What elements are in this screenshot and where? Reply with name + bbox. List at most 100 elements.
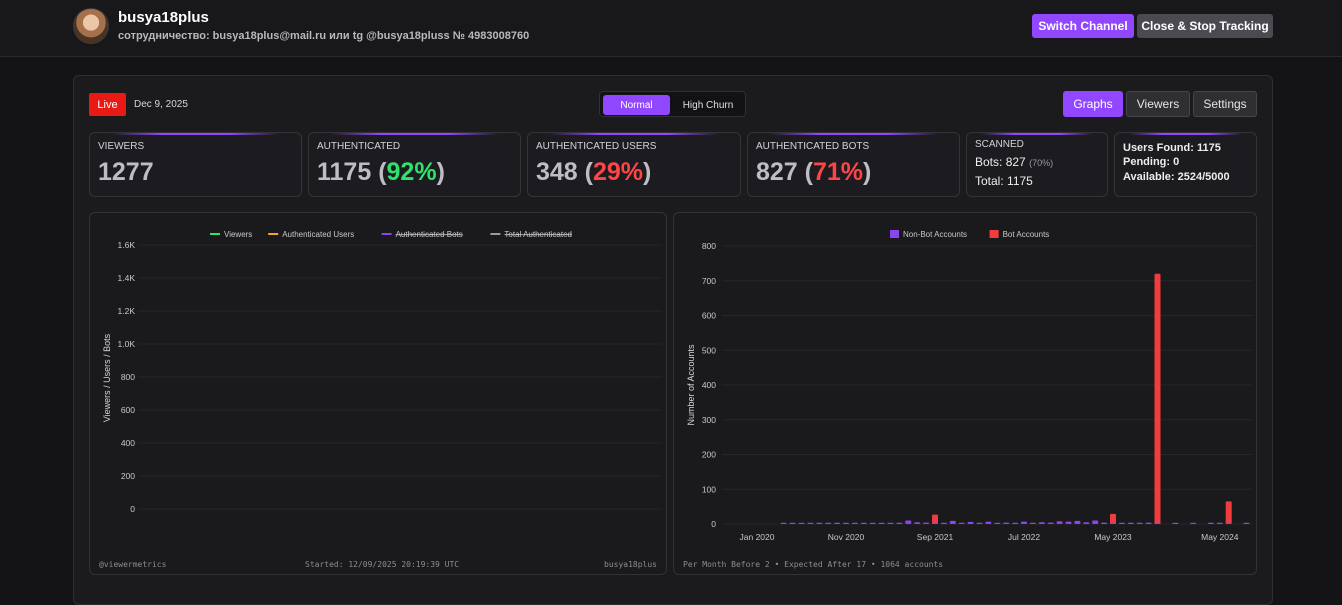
y-axis-label: Number of Accounts (686, 344, 696, 426)
non-bot-accounts-bar (825, 522, 832, 524)
viewers-label: Viewers (98, 141, 145, 152)
non-bot-accounts-bar (1145, 522, 1152, 524)
avatar (73, 8, 109, 44)
switch-channel-button[interactable]: Switch Channel (1032, 14, 1134, 38)
authenticated-close-paren: ) (436, 158, 445, 186)
close-stop-tracking-button[interactable]: Close & Stop Tracking (1137, 14, 1273, 38)
tab-settings[interactable]: Settings (1193, 91, 1257, 117)
non-bot-accounts-bar (985, 521, 992, 524)
accounts-chart-panel: 800 700 600 500 400 300 200 100 0 Number of Accou… (673, 212, 1257, 575)
authenticated-open-paren: ( (371, 158, 387, 186)
y-tick-label: 400 (121, 438, 135, 448)
authenticated-value: 1175 (92%) (317, 158, 445, 187)
auth-users-card: Authenticated Users 348 (29%) (527, 132, 741, 197)
non-bot-accounts-bar (1092, 520, 1099, 524)
legend-label: Bot Accounts (1003, 230, 1050, 239)
non-bot-accounts-bar (1207, 522, 1214, 524)
top-bar: busya18plus сотрудничество: busya18plus@… (0, 0, 1342, 57)
chart-footer-started: Started: 12/09/2025 20:19:39 UTC (305, 560, 460, 569)
scanned-total: Total: 1175 (975, 174, 1033, 188)
non-bot-accounts-bar (843, 522, 849, 524)
y-tick-label: 800 (702, 241, 716, 251)
x-tick-label: Jan 2020 (740, 532, 775, 542)
bot-accounts-bar (1110, 513, 1116, 524)
x-tick-label: Nov 2020 (828, 532, 865, 542)
users-pending: Pending: 0 (1123, 156, 1180, 168)
non-bot-accounts-bar (851, 522, 858, 524)
non-bot-accounts-bar (932, 522, 938, 524)
auth-users-count: 348 (536, 158, 578, 186)
non-bot-accounts-bar (1003, 522, 1010, 524)
legend-swatch (989, 230, 999, 238)
y-tick-label: 1.2K (118, 306, 136, 316)
scanned-total-label: Total: (975, 174, 1004, 188)
mode-high-churn-button[interactable]: High Churn (682, 99, 734, 111)
y-tick-label: 1.6K (118, 240, 136, 250)
bot-accounts-bar (1225, 501, 1232, 524)
viewers-chart-panel: 1.6K 1.4K 1.2K 1.0K 800 600 400 200 0 Viewers / U… (89, 212, 667, 575)
x-tick-label: Sep 2021 (917, 532, 954, 542)
non-bot-accounts-bar (1065, 521, 1072, 524)
non-bot-accounts-bar (807, 522, 814, 524)
non-bot-accounts-bar (914, 522, 921, 524)
auth-bots-value: 827 (71%) (756, 158, 871, 187)
non-bot-accounts-bar (994, 522, 1001, 524)
live-badge: Live (89, 93, 126, 116)
users-found: Users Found: 1175 (1123, 142, 1221, 154)
legend-label: Viewers (224, 230, 252, 239)
x-tick-label: May 2023 (1094, 532, 1132, 542)
x-tick-label: Jul 2022 (1008, 532, 1040, 542)
y-tick-label: 200 (702, 450, 716, 460)
y-tick-label: 400 (702, 380, 716, 390)
mode-normal-button[interactable]: Normal (603, 95, 670, 115)
y-tick-label: 300 (702, 415, 716, 425)
auth-bots-label: Authenticated Bots (756, 141, 870, 152)
non-bot-accounts-bar (1172, 522, 1179, 524)
date-label: Dec 9, 2025 (134, 99, 188, 110)
auth-bots-close-paren: ) (863, 158, 872, 186)
non-bot-accounts-bar (949, 520, 956, 524)
non-bot-accounts-bar (1083, 522, 1090, 524)
y-tick-label: 600 (121, 405, 135, 415)
tab-viewers[interactable]: Viewers (1126, 91, 1190, 117)
scanned-bots-percent: (70%) (1029, 158, 1054, 168)
legend-label: Authenticated Users (282, 230, 354, 239)
tab-graphs[interactable]: Graphs (1063, 91, 1123, 117)
non-bot-accounts-bar (860, 522, 867, 524)
x-tick-label: May 2024 (1201, 532, 1239, 542)
users-available: Available: 2524/5000 (1123, 171, 1230, 183)
auth-bots-percent: 71% (813, 158, 864, 186)
y-tick-label: 100 (702, 484, 716, 494)
non-bot-accounts-bar (958, 522, 965, 524)
non-bot-accounts-bar (1118, 522, 1125, 524)
non-bot-accounts-bar (1190, 522, 1197, 524)
non-bot-accounts-bar (834, 522, 841, 524)
auth-users-value: 348 (29%) (536, 158, 651, 187)
non-bot-accounts-bar (923, 522, 930, 524)
legend-label: Authenticated Bots (396, 230, 463, 239)
legend-label: Total Authenticated (504, 230, 572, 239)
auth-users-percent: 29% (593, 158, 644, 186)
non-bot-accounts-bar (1012, 522, 1019, 524)
legend-swatch (890, 230, 899, 238)
non-bot-accounts-bar (905, 520, 912, 524)
auth-users-close-paren: ) (643, 158, 652, 186)
viewers-line-chart: 1.6K 1.4K 1.2K 1.0K 800 600 400 200 0 Viewers / U… (102, 230, 662, 514)
non-bot-accounts-bar (1029, 522, 1036, 524)
non-bot-accounts-bar (1047, 522, 1054, 524)
scanned-total-value: 1175 (1007, 174, 1033, 188)
authenticated-card: Authenticated 1175 (92%) (308, 132, 521, 197)
non-bot-accounts-bar (1136, 522, 1143, 524)
auth-bots-count: 827 (756, 158, 798, 186)
non-bot-accounts-bar (1038, 522, 1045, 524)
viewers-card: Viewers 1277 (89, 132, 302, 197)
chart-footer-channel: busya18plus (604, 560, 657, 569)
non-bot-accounts-bar (1127, 522, 1134, 524)
accounts-chart-footer: Per Month Before 2 • Expected After 17 •… (683, 560, 944, 569)
non-bot-accounts-bar (1110, 522, 1116, 524)
authenticated-label: Authenticated (317, 141, 401, 152)
non-bot-accounts-bar (1056, 521, 1063, 524)
non-bot-accounts-bar (798, 522, 805, 524)
y-tick-label: 500 (702, 345, 716, 355)
non-bot-accounts-bar (896, 522, 903, 524)
